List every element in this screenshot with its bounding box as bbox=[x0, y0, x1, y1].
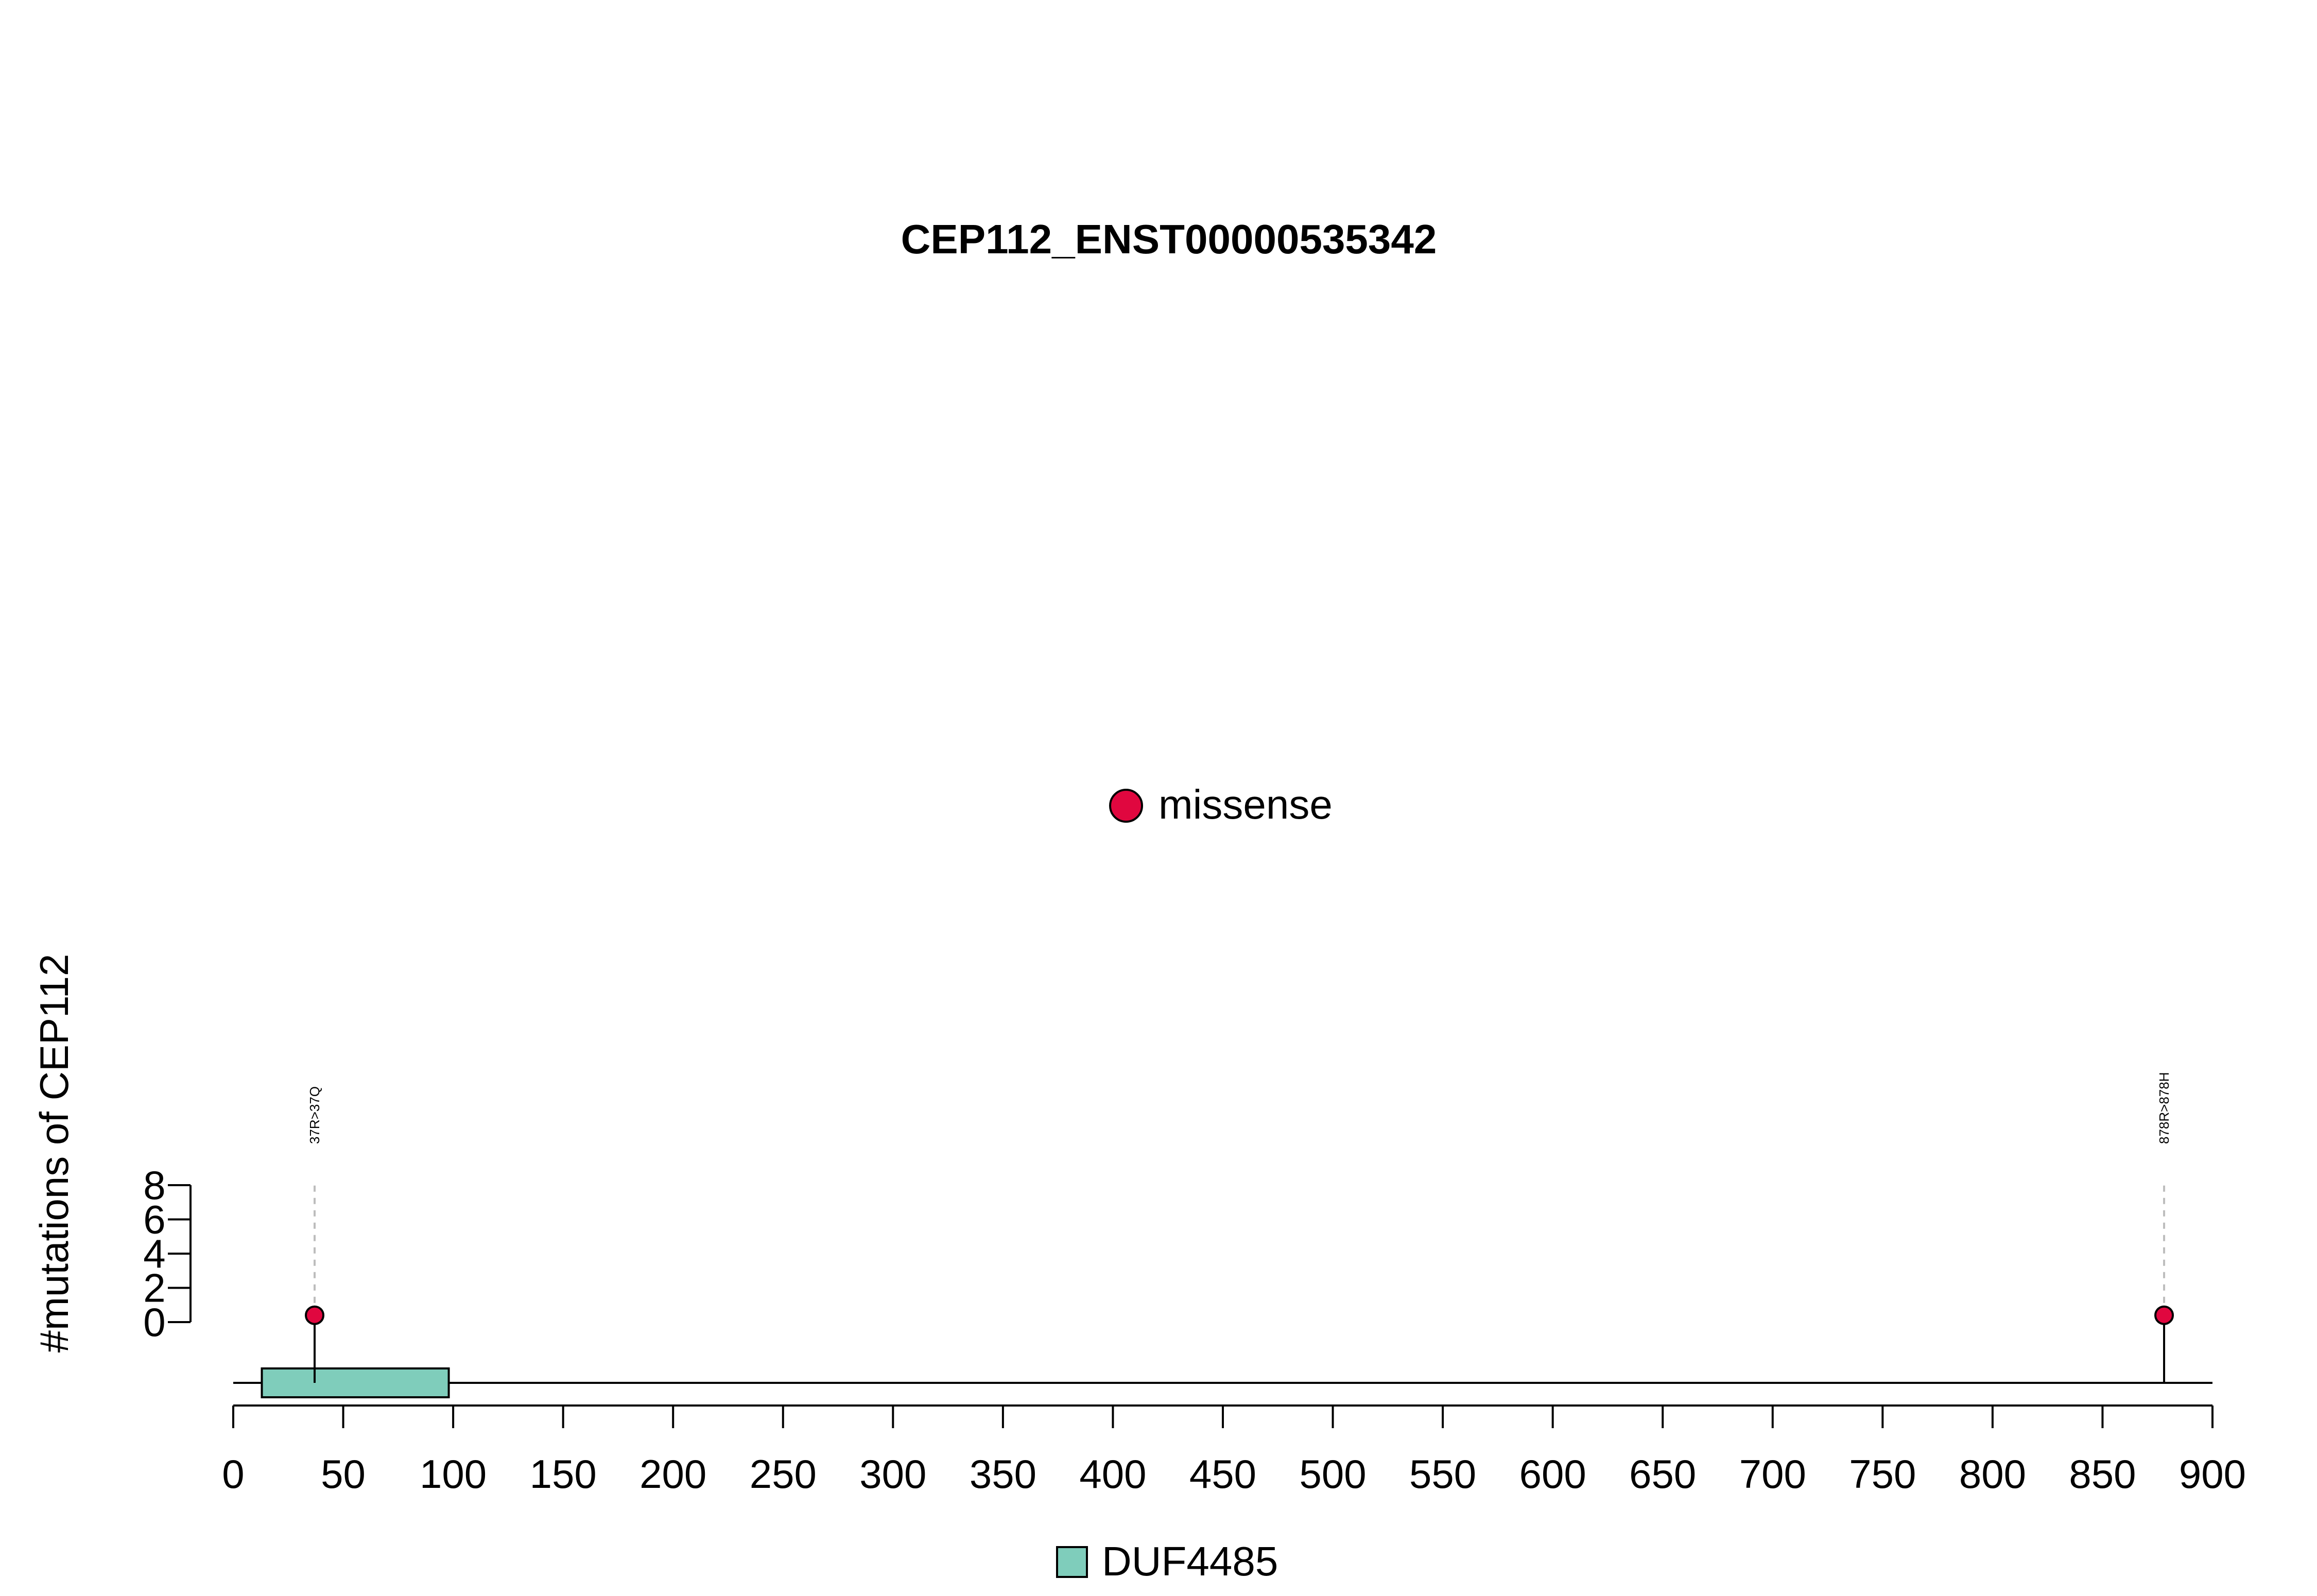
y-tick-label: 8 bbox=[143, 1163, 165, 1208]
mutation-label: 878R>878H bbox=[2156, 1072, 2172, 1144]
x-axis: 0 50 100 150 200 250 300 350 400 450 500 550 600 650 7… bbox=[222, 1404, 2246, 1497]
chart-title: CEP112_ENST00000535342 bbox=[901, 216, 1437, 262]
x-tick-label: 300 bbox=[859, 1451, 926, 1497]
x-tick-label: 450 bbox=[1189, 1451, 1256, 1497]
x-tick-label: 150 bbox=[530, 1451, 597, 1497]
mutation-point bbox=[2154, 1305, 2174, 1325]
legend-swatch-missense bbox=[1109, 789, 1143, 823]
x-tick-label: 800 bbox=[1959, 1451, 2026, 1497]
y-tick-label: 0 bbox=[143, 1299, 165, 1345]
x-tick-label: 700 bbox=[1739, 1451, 1806, 1497]
mutation-layer: 37R>37Q 878R>878H bbox=[305, 1072, 2174, 1383]
legend-swatch-duf4485 bbox=[1056, 1546, 1088, 1578]
domain-box bbox=[261, 1367, 450, 1398]
legend bbox=[1056, 789, 1143, 1578]
legend-label-missense: missense bbox=[1158, 782, 1333, 827]
y-tick-label: 6 bbox=[143, 1197, 165, 1242]
x-tick-label: 350 bbox=[970, 1451, 1036, 1497]
x-tick-label: 750 bbox=[1849, 1451, 1916, 1497]
x-tick-label: 400 bbox=[1079, 1451, 1146, 1497]
legend-label-duf4485: DUF4485 bbox=[1102, 1538, 1278, 1584]
x-tick-label: 850 bbox=[2069, 1451, 2136, 1497]
y-axis-label: #mutations of CEP112 bbox=[31, 954, 77, 1353]
x-tick-label: 250 bbox=[750, 1451, 817, 1497]
mutation-label: 37R>37Q bbox=[307, 1086, 322, 1144]
x-tick-label: 50 bbox=[321, 1451, 366, 1497]
x-tick-label: 500 bbox=[1299, 1451, 1366, 1497]
y-tick-label: 4 bbox=[143, 1231, 165, 1276]
y-tick-label: 2 bbox=[143, 1265, 165, 1311]
x-tick-label: 650 bbox=[1629, 1451, 1696, 1497]
domain-layer bbox=[261, 1367, 450, 1398]
x-tick-label: 900 bbox=[2179, 1451, 2246, 1497]
mutation-point bbox=[305, 1305, 325, 1325]
x-tick-label: 550 bbox=[1409, 1451, 1476, 1497]
x-tick-label: 600 bbox=[1519, 1451, 1586, 1497]
x-tick-label: 100 bbox=[420, 1451, 487, 1497]
x-tick-label: 0 bbox=[222, 1451, 244, 1497]
x-tick-label: 200 bbox=[639, 1451, 706, 1497]
